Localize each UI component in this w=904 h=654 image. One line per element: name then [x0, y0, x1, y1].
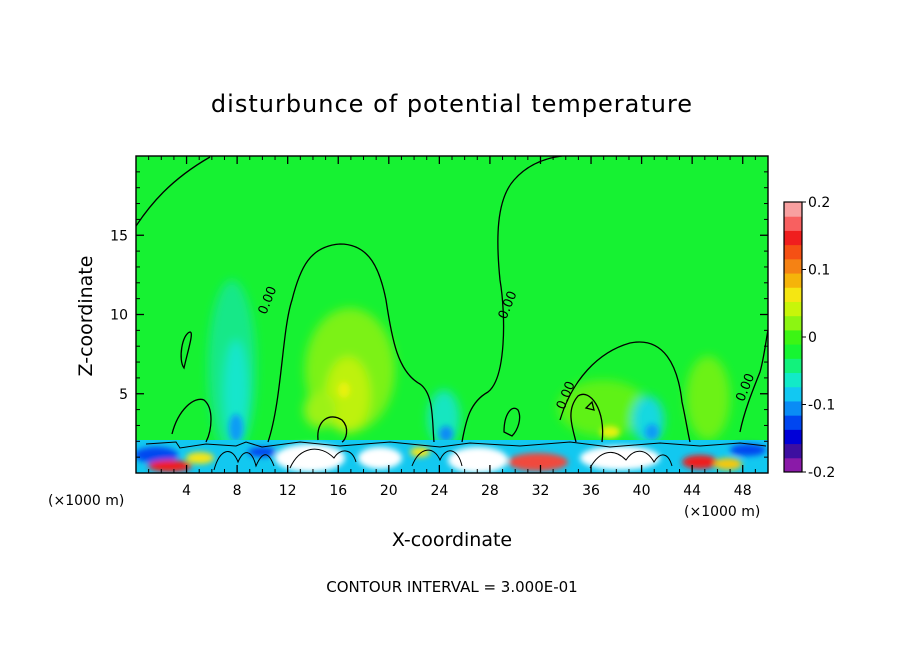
colorbar-swatch — [784, 400, 802, 416]
x-tick-label: 28 — [481, 483, 499, 499]
x-tick-label: 12 — [279, 483, 297, 499]
x-tick-label: 36 — [582, 483, 600, 499]
contour-plume-16 — [267, 243, 435, 443]
warm-region-16 — [304, 392, 336, 428]
bl-red-left — [148, 460, 192, 472]
contour-loop-4 — [180, 331, 192, 370]
bl-red-center — [508, 453, 568, 471]
contour-low-left — [171, 398, 212, 443]
contour-loop-24 — [503, 407, 521, 437]
bl-blue-mid — [248, 447, 276, 457]
x-tick-label: 16 — [329, 483, 347, 499]
bl-squiggle-3 — [411, 449, 463, 467]
boundary-layer — [136, 440, 768, 473]
x-tick-label: 4 — [182, 483, 191, 499]
colorbar-swatch — [784, 329, 802, 345]
bl-blue-right — [730, 444, 766, 456]
bl-yellow-left — [186, 452, 214, 464]
x-tick-label: 48 — [734, 483, 752, 499]
contour-right-edge — [739, 329, 768, 433]
colorbar-swatch — [784, 372, 802, 388]
bl-white-1 — [275, 444, 345, 472]
colorbar-swatch — [784, 429, 802, 445]
contour-plume-38 — [559, 341, 691, 443]
y-axis-label: Z-coordinate — [75, 256, 97, 377]
field-blobs — [208, 280, 730, 456]
colorbar-swatch — [784, 457, 802, 473]
x-tick-label: 40 — [633, 483, 651, 499]
contour-loop-36 — [584, 400, 595, 411]
bl-yellow-mid — [410, 447, 430, 457]
y-tick-label: 15 — [110, 228, 128, 244]
x-unit-label-left: (×1000 m) — [48, 493, 124, 509]
colorbar-swatch — [784, 358, 802, 374]
cold-core-25 — [439, 426, 453, 442]
cold-plume-left-core — [224, 340, 248, 444]
colorbar-swatch — [784, 216, 802, 231]
y-tick-label: 10 — [110, 308, 128, 324]
colorbar-swatch — [784, 344, 802, 359]
colorbar-label: 0.2 — [808, 195, 830, 211]
colorbar-swatch — [784, 244, 802, 260]
bl-red-right — [682, 455, 718, 469]
contour-lines — [136, 156, 768, 443]
y-axis-ticks: 5 10 15 — [110, 171, 768, 458]
x-tick-label: 8 — [233, 483, 242, 499]
colorbar-label: -0.2 — [808, 465, 835, 481]
plot-area — [136, 156, 768, 473]
x-tick-label: 24 — [430, 483, 448, 499]
x-tick-label: 20 — [380, 483, 398, 499]
x-axis-ticks: 4 8 12 16 20 24 28 32 36 40 44 48 — [148, 156, 756, 499]
bl-white-3 — [448, 447, 508, 473]
bl-squiggle-1 — [213, 451, 275, 471]
colorbar-swatch — [784, 202, 802, 217]
warm-region-right — [558, 380, 648, 436]
contour-top-left — [136, 156, 211, 227]
contour-plume-30 — [461, 156, 563, 443]
colorbar-swatch — [784, 258, 802, 274]
bl-blue-left — [136, 447, 178, 463]
colorbar — [784, 202, 802, 473]
x-tick-label: 44 — [683, 483, 701, 499]
colorbar-label: 0 — [808, 330, 817, 346]
warm-plume-far-right — [686, 356, 730, 440]
yellow-spot-37 — [600, 426, 620, 438]
colorbar-swatch — [784, 386, 802, 402]
colorbar-swatch — [784, 273, 802, 288]
x-unit-label-right: (×1000 m) — [684, 504, 760, 520]
cold-core-39 — [645, 424, 659, 440]
bl-white-4 — [580, 446, 660, 470]
colorbar-label: -0.1 — [808, 398, 835, 414]
yellow-spot-16 — [338, 382, 350, 398]
x-axis-label: X-coordinate — [392, 529, 512, 551]
bl-squiggle-2 — [289, 448, 357, 469]
contour-interval-note: CONTOUR INTERVAL = 3.000E-01 — [326, 578, 577, 596]
colorbar-labels: 0.2 0.1 0 -0.1 -0.2 — [802, 195, 835, 481]
bl-white-2 — [358, 447, 402, 469]
contour-loop-40 — [570, 393, 604, 443]
chart-title: disturbunce of potential temperature — [211, 90, 693, 118]
bl-squiggle-4 — [589, 450, 673, 469]
bl-yellow-right — [714, 458, 742, 470]
y-tick-label: 5 — [119, 387, 128, 403]
contour-loop-15 — [317, 416, 348, 443]
colorbar-swatch — [784, 415, 802, 430]
cold-core-8 — [229, 414, 243, 442]
bl-squiggle-5 — [145, 441, 767, 449]
colorbar-swatch — [784, 301, 802, 317]
colorbar-swatch — [784, 230, 802, 246]
colorbar-swatch — [784, 315, 802, 331]
colorbar-swatch — [784, 287, 802, 302]
colorbar-label: 0.1 — [808, 263, 830, 279]
x-tick-label: 32 — [532, 483, 550, 499]
colorbar-swatch — [784, 443, 802, 459]
